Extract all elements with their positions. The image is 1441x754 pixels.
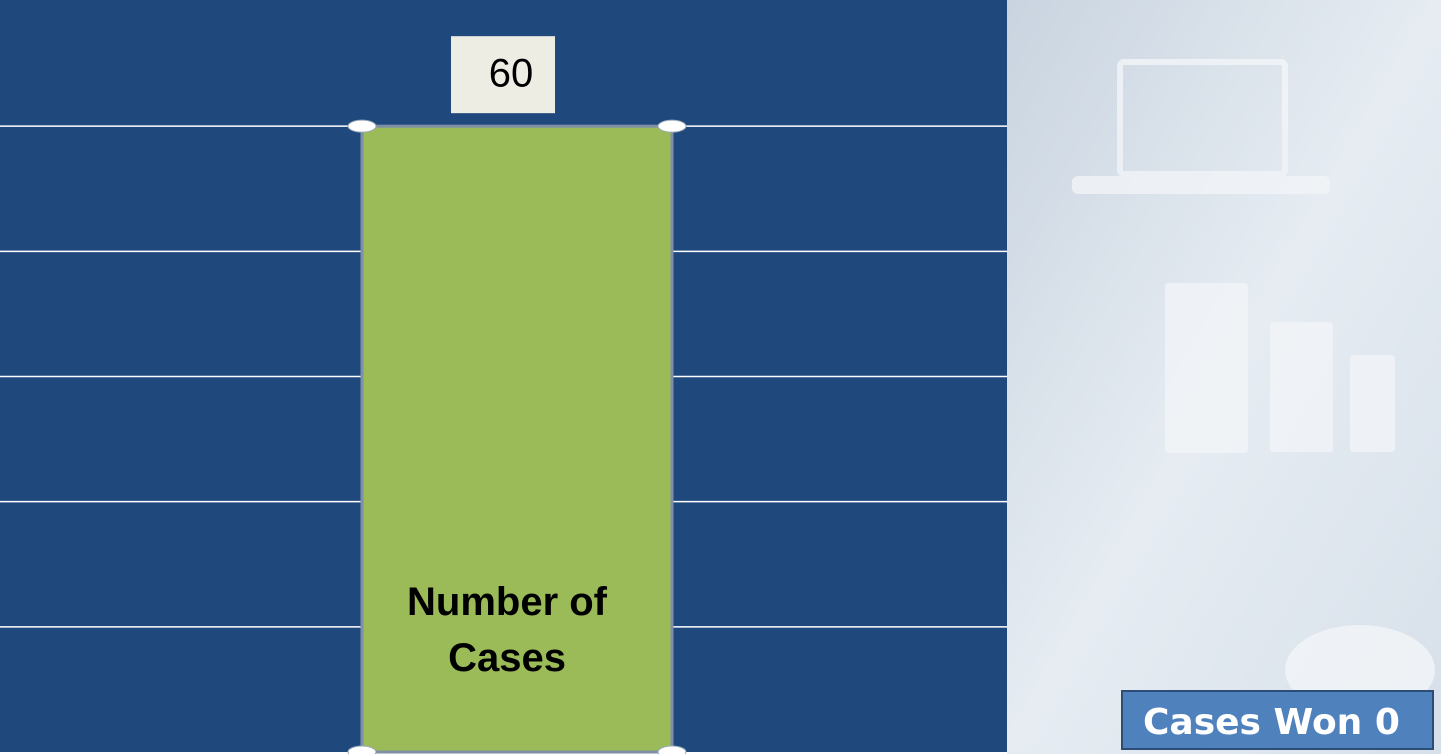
selection-handle	[657, 119, 687, 133]
cases-won-badge: Cases Won 0	[1121, 690, 1434, 750]
selection-handle	[657, 745, 687, 754]
data-label-box	[451, 36, 555, 114]
bar	[360, 124, 674, 754]
selection-handle	[347, 745, 377, 754]
data-label: 60	[489, 52, 534, 96]
category-label: Number of Cases	[407, 580, 607, 680]
selection-handle	[347, 119, 377, 133]
